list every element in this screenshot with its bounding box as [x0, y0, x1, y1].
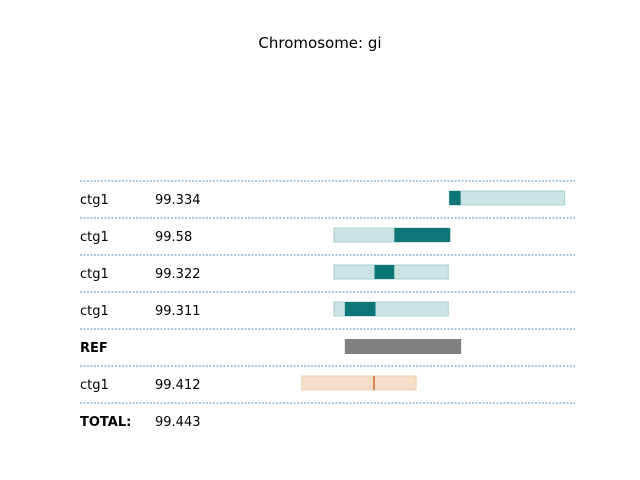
chart-title: Chromosome: gi: [258, 34, 382, 52]
reference-bar: [344, 339, 462, 354]
row-identity: 99.412: [155, 378, 201, 393]
row-identity: 99.443: [155, 415, 201, 430]
row-name: ctg1: [80, 230, 109, 245]
row-name: REF: [80, 341, 108, 356]
row-name: ctg1: [80, 304, 109, 319]
alignment-block: [449, 191, 461, 205]
row-name: TOTAL:: [80, 415, 131, 430]
alignment-block: [344, 302, 376, 316]
contig-span-bar: [301, 375, 417, 391]
row-name: ctg1: [80, 267, 109, 282]
row-name: ctg1: [80, 378, 109, 393]
contig-span-bar: [448, 190, 566, 206]
alignment-block: [374, 265, 395, 279]
alignment-block: [394, 228, 451, 242]
row-identity: 99.322: [155, 267, 201, 282]
row-identity: 99.334: [155, 193, 201, 208]
row-name: ctg1: [80, 193, 109, 208]
row-identity: 99.58: [155, 230, 192, 245]
row-identity: 99.311: [155, 304, 201, 319]
